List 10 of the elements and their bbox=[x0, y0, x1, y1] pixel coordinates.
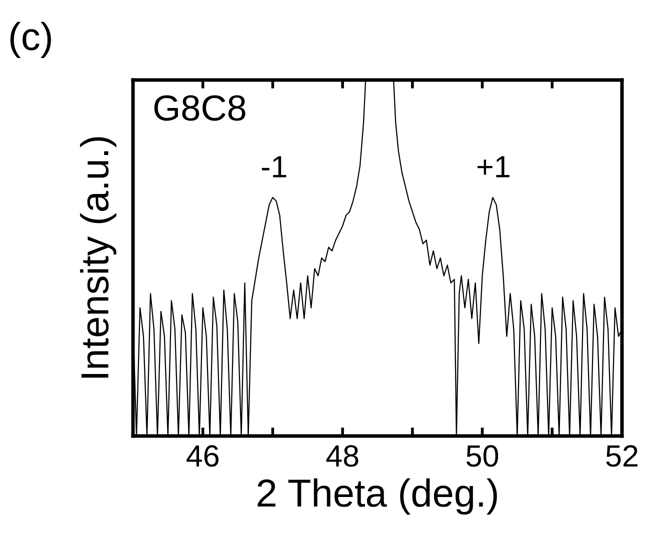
annotation: G8C8 bbox=[154, 95, 246, 121]
x-tick-label: 50 bbox=[466, 445, 498, 467]
x-axis-title: 2 Theta (deg.) bbox=[258, 478, 497, 515]
x-tick-label: 46 bbox=[186, 445, 219, 467]
annotation: +1 bbox=[478, 156, 510, 178]
x-tick-label: 48 bbox=[326, 445, 358, 467]
text: (c) bbox=[10, 22, 51, 58]
x-tick-label: 52 bbox=[606, 445, 638, 467]
y-axis-title: Intensity (a.u.) bbox=[80, 137, 116, 378]
annotation: -1 bbox=[262, 156, 286, 178]
